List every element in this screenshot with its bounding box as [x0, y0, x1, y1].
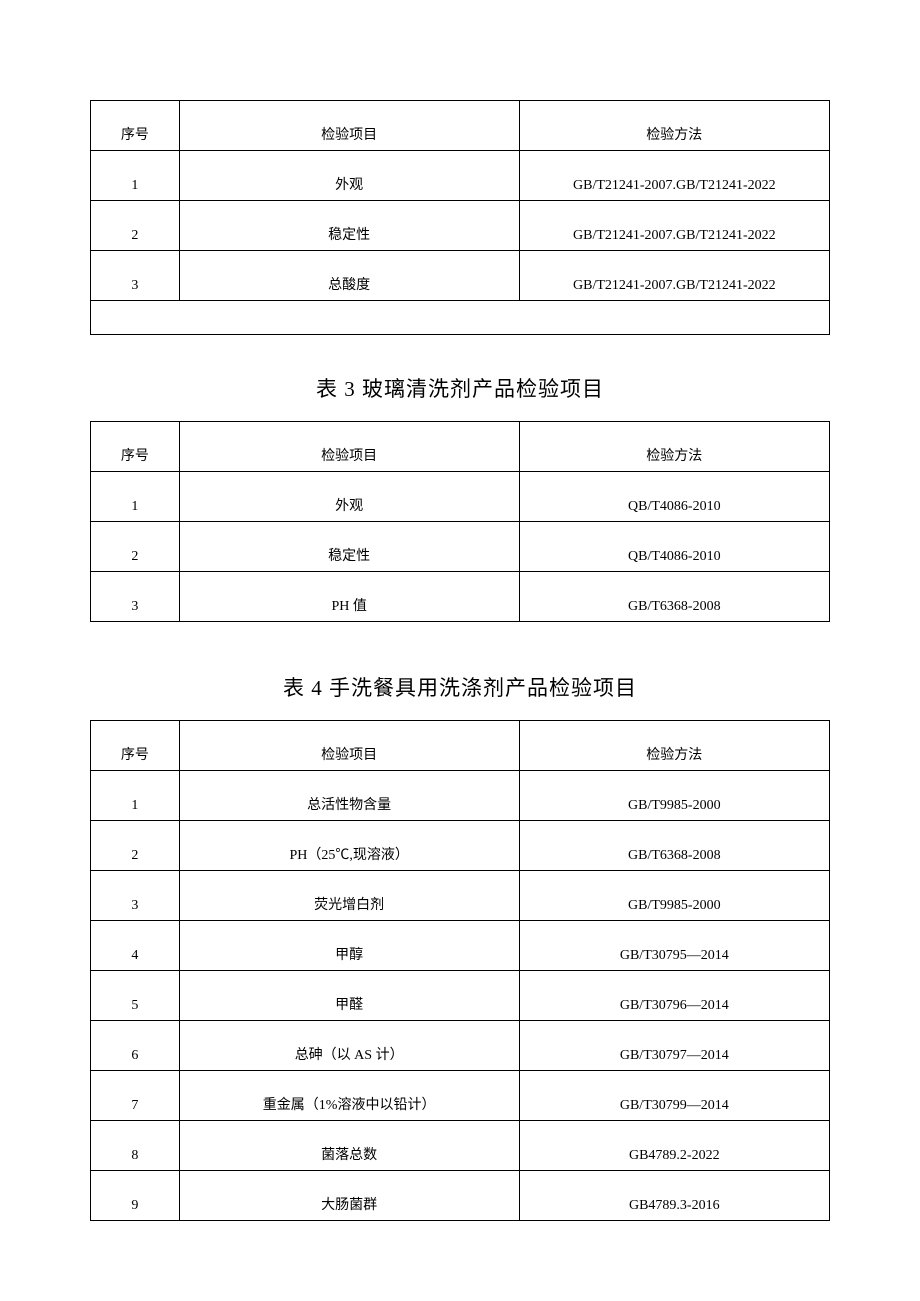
table-row: 2 PH（25℃,现溶液） GB/T6368-2008 — [91, 821, 830, 871]
table-cell: 8 — [91, 1121, 180, 1171]
table-cell: 4 — [91, 921, 180, 971]
table-header-cell: 检验方法 — [519, 721, 829, 771]
table-4-title: 表 4 手洗餐具用洗涤剂产品检验项目 — [90, 672, 830, 702]
table-cell: GB/T21241-2007.GB/T21241-2022 — [519, 151, 829, 201]
table-1: 序号 检验项目 检验方法 1 外观 GB/T21241-2007.GB/T212… — [90, 100, 830, 335]
table-4-body: 1 总活性物含量 GB/T9985-2000 2 PH（25℃,现溶液） GB/… — [91, 771, 830, 1221]
table-cell: 1 — [91, 151, 180, 201]
table-cell: 甲醇 — [179, 921, 519, 971]
table-4-container: 表 4 手洗餐具用洗涤剂产品检验项目 序号 检验项目 检验方法 1 总活性物含量… — [90, 672, 830, 1221]
table-cell: 菌落总数 — [179, 1121, 519, 1171]
table-cell: GB/T9985-2000 — [519, 771, 829, 821]
table-cell: 7 — [91, 1071, 180, 1121]
table-cell: 3 — [91, 251, 180, 301]
table-cell: 2 — [91, 522, 180, 572]
table-empty-row — [91, 301, 830, 335]
table-cell: GB/T9985-2000 — [519, 871, 829, 921]
table-row: 1 总活性物含量 GB/T9985-2000 — [91, 771, 830, 821]
table-cell: QB/T4086-2010 — [519, 472, 829, 522]
table-cell: 总酸度 — [179, 251, 519, 301]
table-cell: 2 — [91, 821, 180, 871]
table-cell: GB/T6368-2008 — [519, 572, 829, 622]
table-cell: PH（25℃,现溶液） — [179, 821, 519, 871]
table-cell: 总活性物含量 — [179, 771, 519, 821]
table-cell: 甲醛 — [179, 971, 519, 1021]
table-3-body: 1 外观 QB/T4086-2010 2 稳定性 QB/T4086-2010 3… — [91, 472, 830, 622]
table-cell: 重金属（1%溶液中以铅计） — [179, 1071, 519, 1121]
table-cell: GB/T21241-2007.GB/T21241-2022 — [519, 201, 829, 251]
table-header-row: 序号 检验项目 检验方法 — [91, 721, 830, 771]
table-cell: PH 值 — [179, 572, 519, 622]
table-cell: GB4789.3-2016 — [519, 1171, 829, 1221]
table-row: 1 外观 QB/T4086-2010 — [91, 472, 830, 522]
table-1-body: 1 外观 GB/T21241-2007.GB/T21241-2022 2 稳定性… — [91, 151, 830, 335]
table-cell: GB4789.2-2022 — [519, 1121, 829, 1171]
table-row: 9 大肠菌群 GB4789.3-2016 — [91, 1171, 830, 1221]
table-header-cell: 检验方法 — [519, 422, 829, 472]
table-empty-cell — [91, 301, 830, 335]
table-header-cell: 检验方法 — [519, 101, 829, 151]
table-row: 4 甲醇 GB/T30795—2014 — [91, 921, 830, 971]
table-header-cell: 序号 — [91, 721, 180, 771]
table-header-cell: 检验项目 — [179, 721, 519, 771]
table-header-cell: 序号 — [91, 422, 180, 472]
table-cell: 外观 — [179, 151, 519, 201]
table-row: 3 荧光增白剂 GB/T9985-2000 — [91, 871, 830, 921]
table-3: 序号 检验项目 检验方法 1 外观 QB/T4086-2010 2 稳定性 QB… — [90, 421, 830, 622]
table-header-cell: 检验项目 — [179, 422, 519, 472]
table-cell: GB/T30795—2014 — [519, 921, 829, 971]
table-cell: 外观 — [179, 472, 519, 522]
table-cell: 1 — [91, 771, 180, 821]
table-cell: 1 — [91, 472, 180, 522]
table-cell: 5 — [91, 971, 180, 1021]
table-row: 3 PH 值 GB/T6368-2008 — [91, 572, 830, 622]
table-cell: 稳定性 — [179, 201, 519, 251]
table-row: 3 总酸度 GB/T21241-2007.GB/T21241-2022 — [91, 251, 830, 301]
table-cell: GB/T6368-2008 — [519, 821, 829, 871]
table-cell: GB/T30797—2014 — [519, 1021, 829, 1071]
table-cell: 2 — [91, 201, 180, 251]
table-row: 2 稳定性 GB/T21241-2007.GB/T21241-2022 — [91, 201, 830, 251]
table-cell: GB/T30796—2014 — [519, 971, 829, 1021]
table-header-cell: 序号 — [91, 101, 180, 151]
table-1-container: 序号 检验项目 检验方法 1 外观 GB/T21241-2007.GB/T212… — [90, 100, 830, 335]
table-row: 6 总砷（以 AS 计） GB/T30797—2014 — [91, 1021, 830, 1071]
table-row: 8 菌落总数 GB4789.2-2022 — [91, 1121, 830, 1171]
table-row: 5 甲醛 GB/T30796—2014 — [91, 971, 830, 1021]
table-header-row: 序号 检验项目 检验方法 — [91, 422, 830, 472]
table-row: 1 外观 GB/T21241-2007.GB/T21241-2022 — [91, 151, 830, 201]
table-3-container: 表 3 玻璃清洗剂产品检验项目 序号 检验项目 检验方法 1 外观 QB/T40… — [90, 373, 830, 622]
table-4: 序号 检验项目 检验方法 1 总活性物含量 GB/T9985-2000 2 PH… — [90, 720, 830, 1221]
table-cell: QB/T4086-2010 — [519, 522, 829, 572]
table-cell: 荧光增白剂 — [179, 871, 519, 921]
table-cell: 3 — [91, 871, 180, 921]
table-row: 2 稳定性 QB/T4086-2010 — [91, 522, 830, 572]
table-cell: 稳定性 — [179, 522, 519, 572]
table-header-cell: 检验项目 — [179, 101, 519, 151]
table-cell: 6 — [91, 1021, 180, 1071]
table-row: 7 重金属（1%溶液中以铅计） GB/T30799—2014 — [91, 1071, 830, 1121]
table-cell: 大肠菌群 — [179, 1171, 519, 1221]
table-cell: GB/T21241-2007.GB/T21241-2022 — [519, 251, 829, 301]
table-header-row: 序号 检验项目 检验方法 — [91, 101, 830, 151]
table-3-title: 表 3 玻璃清洗剂产品检验项目 — [90, 373, 830, 403]
table-cell: 3 — [91, 572, 180, 622]
table-cell: GB/T30799—2014 — [519, 1071, 829, 1121]
table-cell: 9 — [91, 1171, 180, 1221]
table-cell: 总砷（以 AS 计） — [179, 1021, 519, 1071]
